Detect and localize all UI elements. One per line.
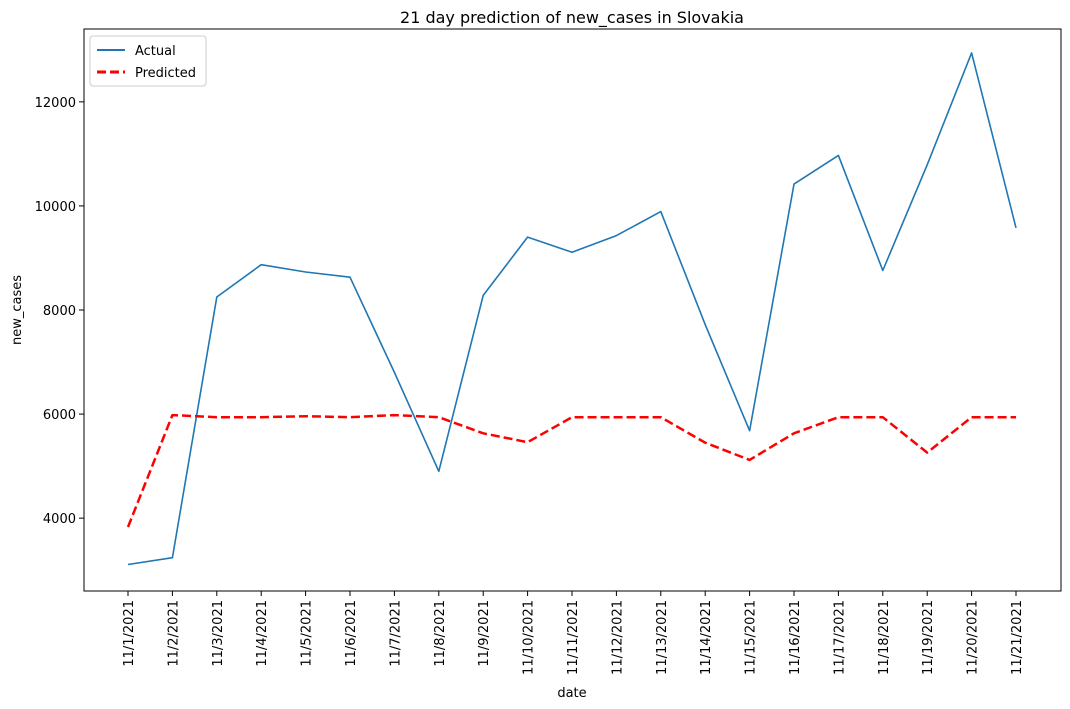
x-tick-label: 11/7/2021: [388, 600, 403, 667]
x-axis-label: date: [557, 686, 586, 701]
y-tick-label: 10000: [35, 200, 76, 215]
x-tick-label: 11/3/2021: [211, 600, 226, 667]
x-tick-label: 11/1/2021: [122, 600, 137, 667]
x-tick-label: 11/19/2021: [921, 600, 936, 675]
y-axis-label: new_cases: [10, 275, 25, 345]
legend-label-predicted: Predicted: [135, 66, 196, 81]
x-tick-label: 11/11/2021: [566, 600, 581, 675]
legend: Actual Predicted: [89, 35, 207, 87]
x-tick-label: 11/21/2021: [1010, 600, 1025, 675]
x-tick-label: 11/4/2021: [255, 600, 270, 667]
plot-area-frame: [83, 28, 1062, 592]
y-tick-label: 12000: [35, 96, 76, 111]
legend-label-actual: Actual: [135, 44, 176, 59]
x-tick-label: 11/12/2021: [610, 600, 625, 675]
x-tick-label: 11/2/2021: [166, 600, 181, 667]
chart-title: 21 day prediction of new_cases in Slovak…: [400, 8, 744, 28]
series-lines: [126, 52, 1017, 566]
x-tick-label: 11/14/2021: [699, 600, 714, 675]
series-line-actual: [127, 52, 1017, 566]
x-tick-label: 11/10/2021: [522, 600, 537, 675]
y-tick-label: 8000: [43, 304, 76, 319]
x-tick-label: 11/18/2021: [877, 600, 892, 675]
x-tick-label: 11/17/2021: [832, 600, 847, 675]
x-tick-label: 11/13/2021: [655, 600, 670, 675]
y-tick-label: 6000: [43, 408, 76, 423]
x-axis: 11/1/2021 11/2/2021 11/3/2021 11/4/2021 11/5…: [122, 591, 1025, 675]
x-tick-label: 11/20/2021: [966, 600, 981, 675]
x-tick-label: 11/16/2021: [788, 600, 803, 675]
x-tick-label: 11/9/2021: [477, 600, 492, 667]
series-line-predicted: [126, 413, 1016, 528]
x-tick-label: 11/8/2021: [433, 600, 448, 667]
x-tick-label: 11/15/2021: [744, 600, 759, 675]
y-tick-label: 4000: [43, 512, 76, 527]
y-axis: 4000 6000 8000 10000 12000: [35, 96, 84, 527]
x-tick-label: 11/5/2021: [300, 600, 315, 667]
x-tick-label: 11/6/2021: [344, 600, 359, 667]
